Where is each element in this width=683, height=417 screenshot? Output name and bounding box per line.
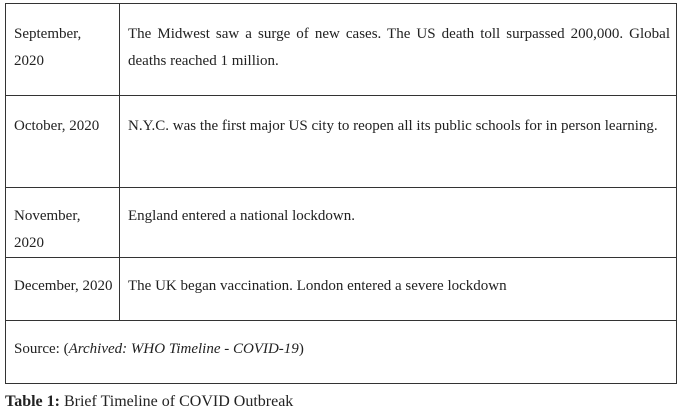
event-cell: The Midwest saw a surge of new cases. Th… (119, 3, 677, 96)
caption-text: Brief Timeline of COVID Outbreak (59, 393, 294, 410)
event-cell: The UK began vaccination. London entered… (119, 257, 677, 321)
date-cell: November, 2020 (5, 187, 120, 258)
date-cell: December, 2020 (5, 257, 120, 321)
table-row: September, 2020 The Midwest saw a surge … (5, 3, 677, 96)
event-cell: N.Y.C. was the first major US city to re… (119, 95, 677, 188)
source-cell: Source: (Archived: WHO Timeline - COVID-… (5, 320, 677, 384)
event-cell: England entered a national lockdown. (119, 187, 677, 258)
caption-label: Table 1: (5, 393, 60, 410)
table-row: November, 2020 England entered a nationa… (5, 187, 677, 258)
table-caption: Table 1: Brief Timeline of COVID Outbrea… (5, 392, 293, 412)
source-suffix: ) (298, 341, 304, 357)
date-cell: October, 2020 (5, 95, 120, 188)
source-row: Source: (Archived: WHO Timeline - COVID-… (5, 320, 677, 384)
table-row: December, 2020 The UK began vaccination.… (5, 257, 677, 321)
date-cell: September, 2020 (5, 3, 120, 96)
source-prefix: Source: ( (14, 341, 69, 357)
timeline-table: September, 2020 The Midwest saw a surge … (5, 3, 677, 384)
table-row: October, 2020 N.Y.C. was the first major… (5, 95, 677, 188)
source-title: Archived: WHO Timeline - COVID-19 (68, 341, 299, 357)
